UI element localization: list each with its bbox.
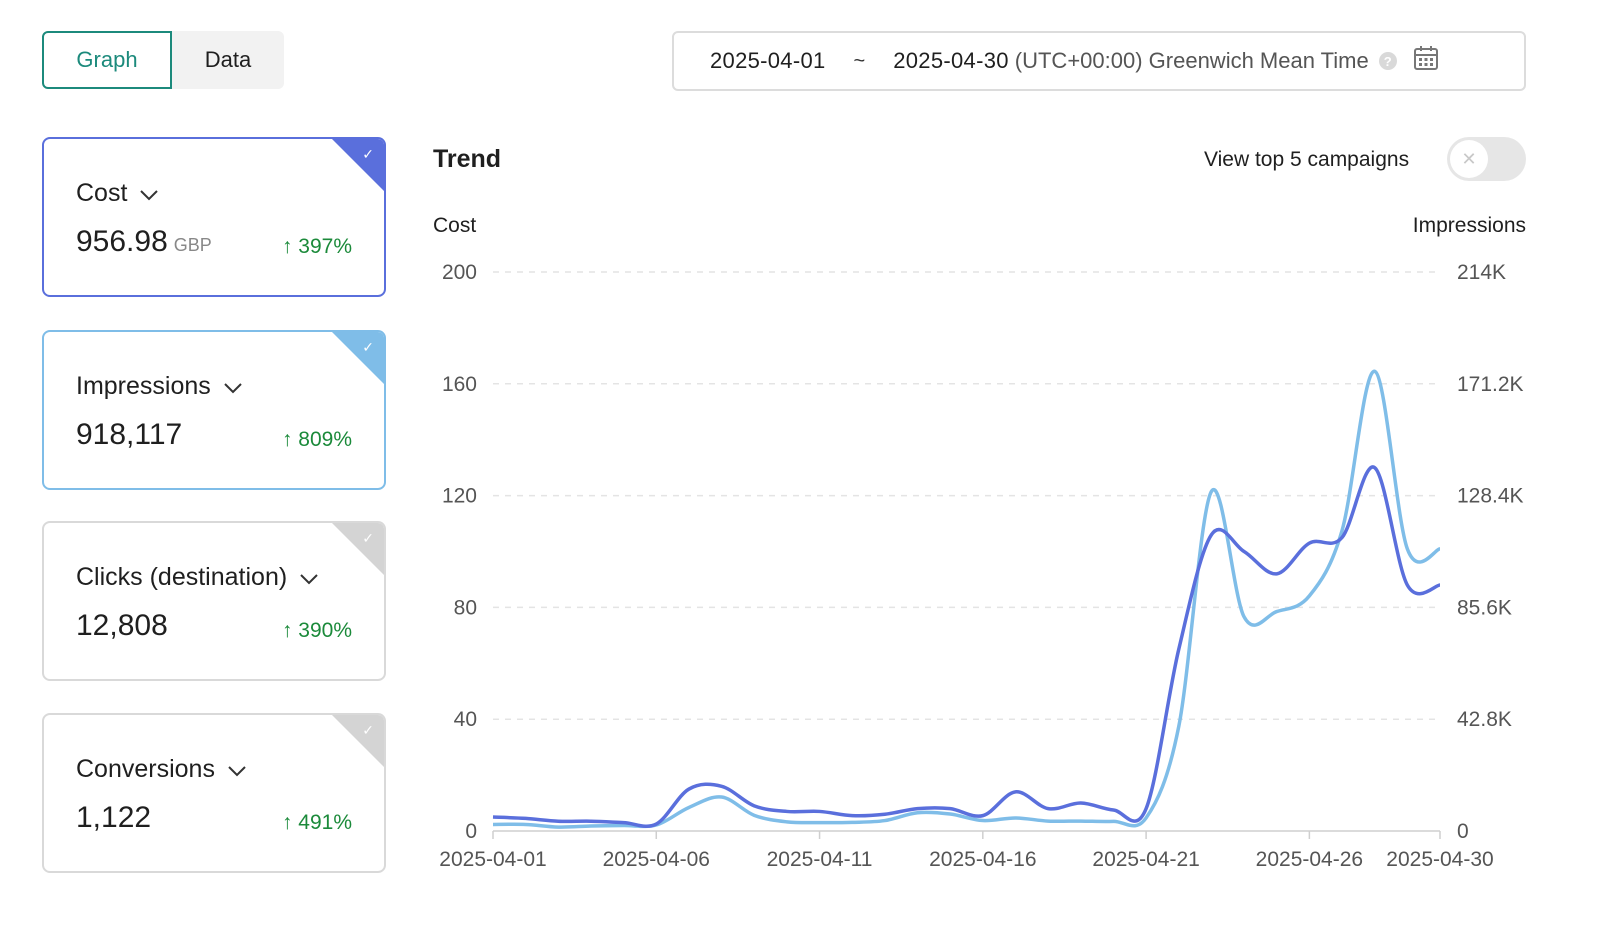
- right-axis-tick-label: 85.6K: [1457, 596, 1512, 619]
- x-axis-tick-label: 2025-04-06: [603, 848, 710, 871]
- metric-value: 956.98 GBP: [76, 225, 212, 259]
- close-icon: ✕: [1450, 140, 1488, 178]
- metric-value: 12,808: [76, 609, 168, 642]
- left-axis-tick-label: 0: [465, 820, 477, 843]
- selected-corner: [332, 139, 384, 191]
- date-range-picker[interactable]: 2025-04-01 ~ 2025-04-30 (UTC+00:00) Gree…: [672, 31, 1526, 91]
- metric-title[interactable]: Impressions: [76, 372, 243, 401]
- timezone-label: (UTC+00:00) Greenwich Mean Time: [1014, 48, 1369, 73]
- metric-title[interactable]: Conversions: [76, 755, 247, 784]
- metric-value: 1,122: [76, 801, 152, 834]
- metric-label: Conversions: [76, 755, 215, 783]
- calendar-icon[interactable]: [1413, 45, 1439, 77]
- check-icon: ✓: [362, 530, 374, 546]
- right-axis-tick-label: 42.8K: [1457, 708, 1512, 731]
- metric-card-conversions[interactable]: ✓ Conversions 1,122 ↑ 491%: [42, 713, 386, 873]
- metric-change: ↑ 397%: [281, 235, 352, 258]
- chevron-down-icon[interactable]: [223, 372, 243, 401]
- chevron-down-icon[interactable]: [299, 563, 319, 592]
- series-line-impressions: [492, 369, 1441, 829]
- selected-corner: [332, 332, 384, 384]
- chevron-down-icon[interactable]: [227, 755, 247, 784]
- x-axis-tick-label: 2025-04-26: [1256, 848, 1363, 871]
- x-axis-tick-label: 2025-04-11: [767, 848, 873, 871]
- right-axis-tick-label: 171.2K: [1457, 373, 1524, 396]
- metric-label: Clicks (destination): [76, 563, 288, 591]
- view-toggle: Graph Data: [42, 31, 284, 89]
- right-axis-title: Impressions: [1412, 214, 1526, 237]
- metric-change: ↑ 390%: [281, 619, 352, 642]
- x-axis-tick-label: 2025-04-21: [1092, 848, 1199, 871]
- right-axis-tick-label: 214K: [1457, 261, 1506, 284]
- metric-number: 956.98: [76, 225, 168, 258]
- metric-value: 918,117: [76, 418, 183, 451]
- end-date[interactable]: 2025-04-30: [893, 48, 1009, 73]
- check-icon: ✓: [362, 146, 374, 162]
- right-axis-tick-label: 128.4K: [1457, 485, 1524, 508]
- check-icon: ✓: [362, 339, 374, 355]
- top5-campaigns-switch[interactable]: ✕: [1447, 137, 1526, 181]
- left-axis-title: Cost: [433, 214, 477, 237]
- start-date[interactable]: 2025-04-01: [710, 48, 826, 73]
- metric-change: ↑ 491%: [281, 811, 352, 834]
- metric-label: Cost: [76, 179, 128, 207]
- data-tab[interactable]: Data: [172, 31, 284, 89]
- metric-label: Impressions: [76, 372, 211, 400]
- metric-title[interactable]: Cost: [76, 179, 159, 208]
- date-separator: ~: [853, 49, 866, 72]
- right-axis-tick-label: 0: [1457, 820, 1469, 843]
- metric-unit: GBP: [173, 235, 212, 255]
- left-axis-tick-label: 80: [454, 596, 477, 619]
- chevron-down-icon[interactable]: [139, 179, 159, 208]
- metric-card-cost[interactable]: ✓ Cost 956.98 GBP ↑ 397%: [42, 137, 386, 297]
- top5-campaigns-label: View top 5 campaigns: [1204, 148, 1410, 171]
- trend-title: Trend: [433, 145, 502, 173]
- metric-change: ↑ 809%: [281, 428, 352, 451]
- left-axis-tick-label: 40: [454, 708, 477, 731]
- left-axis-tick-label: 160: [442, 373, 477, 396]
- graph-tab[interactable]: Graph: [42, 31, 172, 89]
- metric-card-clicks[interactable]: ✓ Clicks (destination) 12,808 ↑ 390%: [42, 521, 386, 681]
- x-axis-tick-label: 2025-04-01: [439, 848, 546, 871]
- left-axis-tick-label: 200: [442, 261, 477, 284]
- x-axis-tick-label: 2025-04-16: [929, 848, 1036, 871]
- metric-card-impressions[interactable]: ✓ Impressions 918,117 ↑ 809%: [42, 330, 386, 490]
- unselected-corner: [332, 523, 384, 575]
- series-line-cost: [492, 465, 1441, 828]
- unselected-corner: [332, 715, 384, 767]
- question-circle-icon[interactable]: ?: [1378, 52, 1397, 70]
- left-axis-tick-label: 120: [442, 485, 477, 508]
- x-axis-tick-label: 2025-04-30: [1386, 848, 1493, 871]
- check-icon: ✓: [362, 722, 374, 738]
- metric-title[interactable]: Clicks (destination): [76, 563, 319, 592]
